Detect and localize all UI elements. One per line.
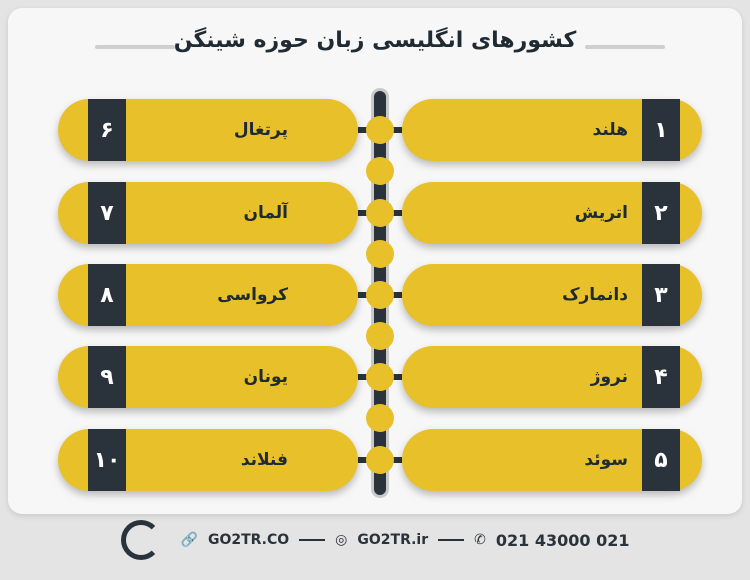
country-name: پرتغال	[233, 120, 288, 140]
country-name: آلمان	[243, 203, 288, 223]
connector-dot	[366, 281, 394, 309]
phone-number[interactable]: 021 43000 021	[495, 530, 630, 550]
country-item: ۱ هلند	[402, 99, 702, 161]
divider	[299, 539, 326, 541]
item-number: ۲	[642, 182, 680, 244]
title-divider	[585, 45, 665, 49]
connector-dot	[366, 199, 394, 227]
spine-dot	[366, 322, 394, 350]
page-title: کشورهای انگلیسی زبان حوزه شینگن	[173, 28, 577, 53]
phone-icon: ✆	[474, 532, 486, 548]
country-item: ۱۰ فنلاند	[58, 429, 358, 491]
country-item: ۴ نروژ	[402, 346, 702, 408]
country-item: ۷ آلمان	[58, 182, 358, 244]
item-number: ۴	[642, 346, 680, 408]
logo-icon	[120, 520, 161, 560]
country-name: دانمارک	[562, 285, 628, 305]
connector-dot	[366, 363, 394, 391]
country-name: یونان	[243, 367, 288, 387]
country-item: ۵ سوئد	[402, 429, 702, 491]
item-number: ۱	[642, 99, 680, 161]
country-item: ۶ پرتغال	[58, 99, 358, 161]
item-number: ۸	[88, 264, 126, 326]
footer: 🔗 GO2TR.CO ◎ GO2TR.ir ✆ 021 43000 021	[0, 520, 750, 560]
instagram-icon: ◎	[335, 532, 348, 548]
country-item: ۳ دانمارک	[402, 264, 702, 326]
connector-dot	[366, 446, 394, 474]
country-name: کرواسی	[217, 285, 288, 305]
item-number: ۷	[88, 182, 126, 244]
divider	[438, 539, 465, 541]
country-item: ۲ اتریش	[402, 182, 702, 244]
website-link[interactable]: GO2TR.CO	[207, 532, 290, 548]
spine-dot	[366, 404, 394, 432]
item-number: ۵	[642, 429, 680, 491]
country-item: ۸ کرواسی	[58, 264, 358, 326]
country-name: سوئد	[584, 450, 628, 470]
connector-dot	[366, 116, 394, 144]
title-divider	[95, 45, 175, 49]
spine-dot	[366, 157, 394, 185]
item-number: ۱۰	[88, 429, 126, 491]
country-name: اتریش	[574, 203, 628, 223]
country-name: نروژ	[590, 367, 628, 387]
link-icon: 🔗	[180, 532, 198, 548]
instagram-link[interactable]: GO2TR.ir	[357, 532, 429, 548]
item-number: ۶	[88, 99, 126, 161]
country-name: فنلاند	[240, 450, 288, 470]
item-number: ۳	[642, 264, 680, 326]
spine-dot	[366, 240, 394, 268]
item-number: ۹	[88, 346, 126, 408]
country-item: ۹ یونان	[58, 346, 358, 408]
country-name: هلند	[592, 120, 629, 140]
